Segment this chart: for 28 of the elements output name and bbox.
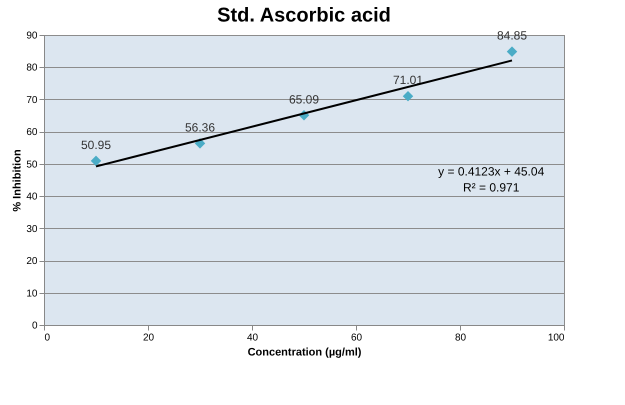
data-label: 50.95 (80, 138, 112, 152)
point (402, 90, 414, 102)
y-tick-label: 10 (26, 288, 38, 300)
y-tick-label: 90 (26, 30, 38, 42)
y-tick-label: 70 (26, 94, 38, 106)
annotation: R² = 0.971 (463, 180, 520, 194)
y-tick-label: 20 (26, 256, 38, 268)
y-tick-label: 30 (26, 224, 38, 235)
point (90, 156, 102, 166)
x-tick-label: 0 (44, 332, 50, 344)
y-tick-label: 50 (26, 159, 38, 170)
x-axis-title: Concentration (µg/ml) (248, 346, 362, 358)
x-tick-label: 40 (246, 332, 258, 344)
data-label: 84.85 (496, 28, 528, 43)
x-tick-label: 60 (350, 332, 362, 344)
chart-title: Std. Ascorbic acid (217, 4, 391, 27)
data-label: 56.36 (184, 120, 216, 134)
annotation: y = 0.4123x + 45.04 (438, 164, 545, 178)
y-tick-label: 60 (26, 127, 38, 138)
y-tick-label: 0 (32, 320, 38, 332)
y-tick-label: 40 (26, 192, 38, 203)
x-tick-label: 20 (142, 332, 154, 344)
y-tick-label: 80 (26, 62, 38, 74)
data-label: 65.09 (288, 92, 320, 106)
x-tick-label: 80 (454, 332, 466, 344)
x-tick-label: 100 (548, 332, 565, 344)
y-axis-title: % Inhibition (11, 149, 24, 212)
point (506, 46, 518, 57)
